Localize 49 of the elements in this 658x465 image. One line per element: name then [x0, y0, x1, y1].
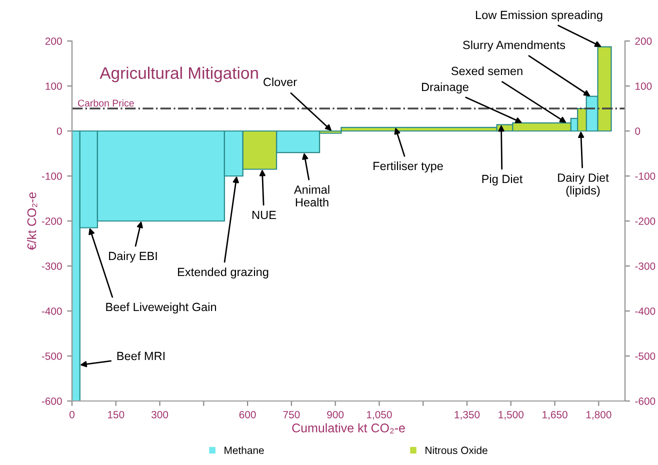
y-tick-label: -300	[42, 262, 62, 270]
y2-tick-label: 200	[635, 38, 652, 45]
annotation: Pig Diet	[482, 174, 523, 186]
ref-line-label: Carbon Price	[78, 99, 134, 107]
x-tick-label: 900	[327, 410, 344, 418]
x-tick-label: 1,800	[586, 410, 612, 420]
y-tick-label: -400	[42, 308, 62, 315]
text: Agricultural Mitigation	[100, 66, 258, 82]
y-tick-label: -200	[42, 218, 62, 225]
annotation: Drainage	[422, 82, 468, 94]
y-tick-label: -500	[42, 352, 62, 360]
x-tick-label: 1,050	[366, 410, 392, 420]
x-tick-label: 300	[151, 410, 168, 418]
y2-tick-label: 100	[636, 82, 652, 90]
x-tick-label: 0	[70, 410, 74, 418]
y-tick-label: -600	[42, 398, 62, 405]
x-axis-title: Cumulative kt CO₂-e	[292, 423, 405, 434]
x-tick-label: 1,500	[498, 410, 524, 420]
annotation: Beef MRI	[117, 352, 165, 360]
annotation: Beef Liveweight Gain	[106, 302, 216, 314]
y-tick-label: 200	[45, 38, 62, 45]
y2-tick-label: -600	[635, 398, 656, 405]
annotation: Dairy EBI	[109, 252, 157, 263]
annotation: NUE	[252, 210, 276, 220]
annotation: Dairy Diet (lipids)	[558, 173, 609, 197]
annotation: Animal Health	[294, 185, 330, 207]
annotation: Clover	[264, 78, 297, 86]
y-tick-label: -100	[42, 172, 62, 180]
x-tick-label: 150	[108, 410, 124, 418]
annotation: Slurry Amendments	[463, 40, 566, 52]
y2-tick-label: -100	[635, 172, 656, 180]
annotation: Fertiliser type	[374, 162, 443, 173]
x-tick-label: 750	[283, 410, 300, 418]
y-axis-title: €/kt CO₂-e	[27, 192, 38, 250]
y2-tick-label: -500	[635, 352, 656, 360]
x-tick-label: 1,350	[454, 410, 480, 420]
legend-label: Nitrous Oxide	[426, 446, 488, 454]
annotation: Sexed semen	[451, 66, 522, 76]
x-tick-label: 1,650	[542, 410, 568, 420]
y2-tick-label: -200	[635, 218, 656, 225]
annotation: Extended grazing	[178, 267, 268, 279]
y2-tick-label: -400	[635, 308, 656, 315]
annotation: Low Emission spreading	[476, 10, 602, 22]
y2-tick-label: -300	[635, 262, 656, 270]
x-tick-label: 600	[239, 410, 256, 418]
y2-tick-label: 0	[635, 128, 640, 135]
y-tick-label: 0	[56, 128, 62, 135]
y-tick-label: 100	[46, 82, 62, 90]
legend-label: Methane	[224, 446, 264, 454]
